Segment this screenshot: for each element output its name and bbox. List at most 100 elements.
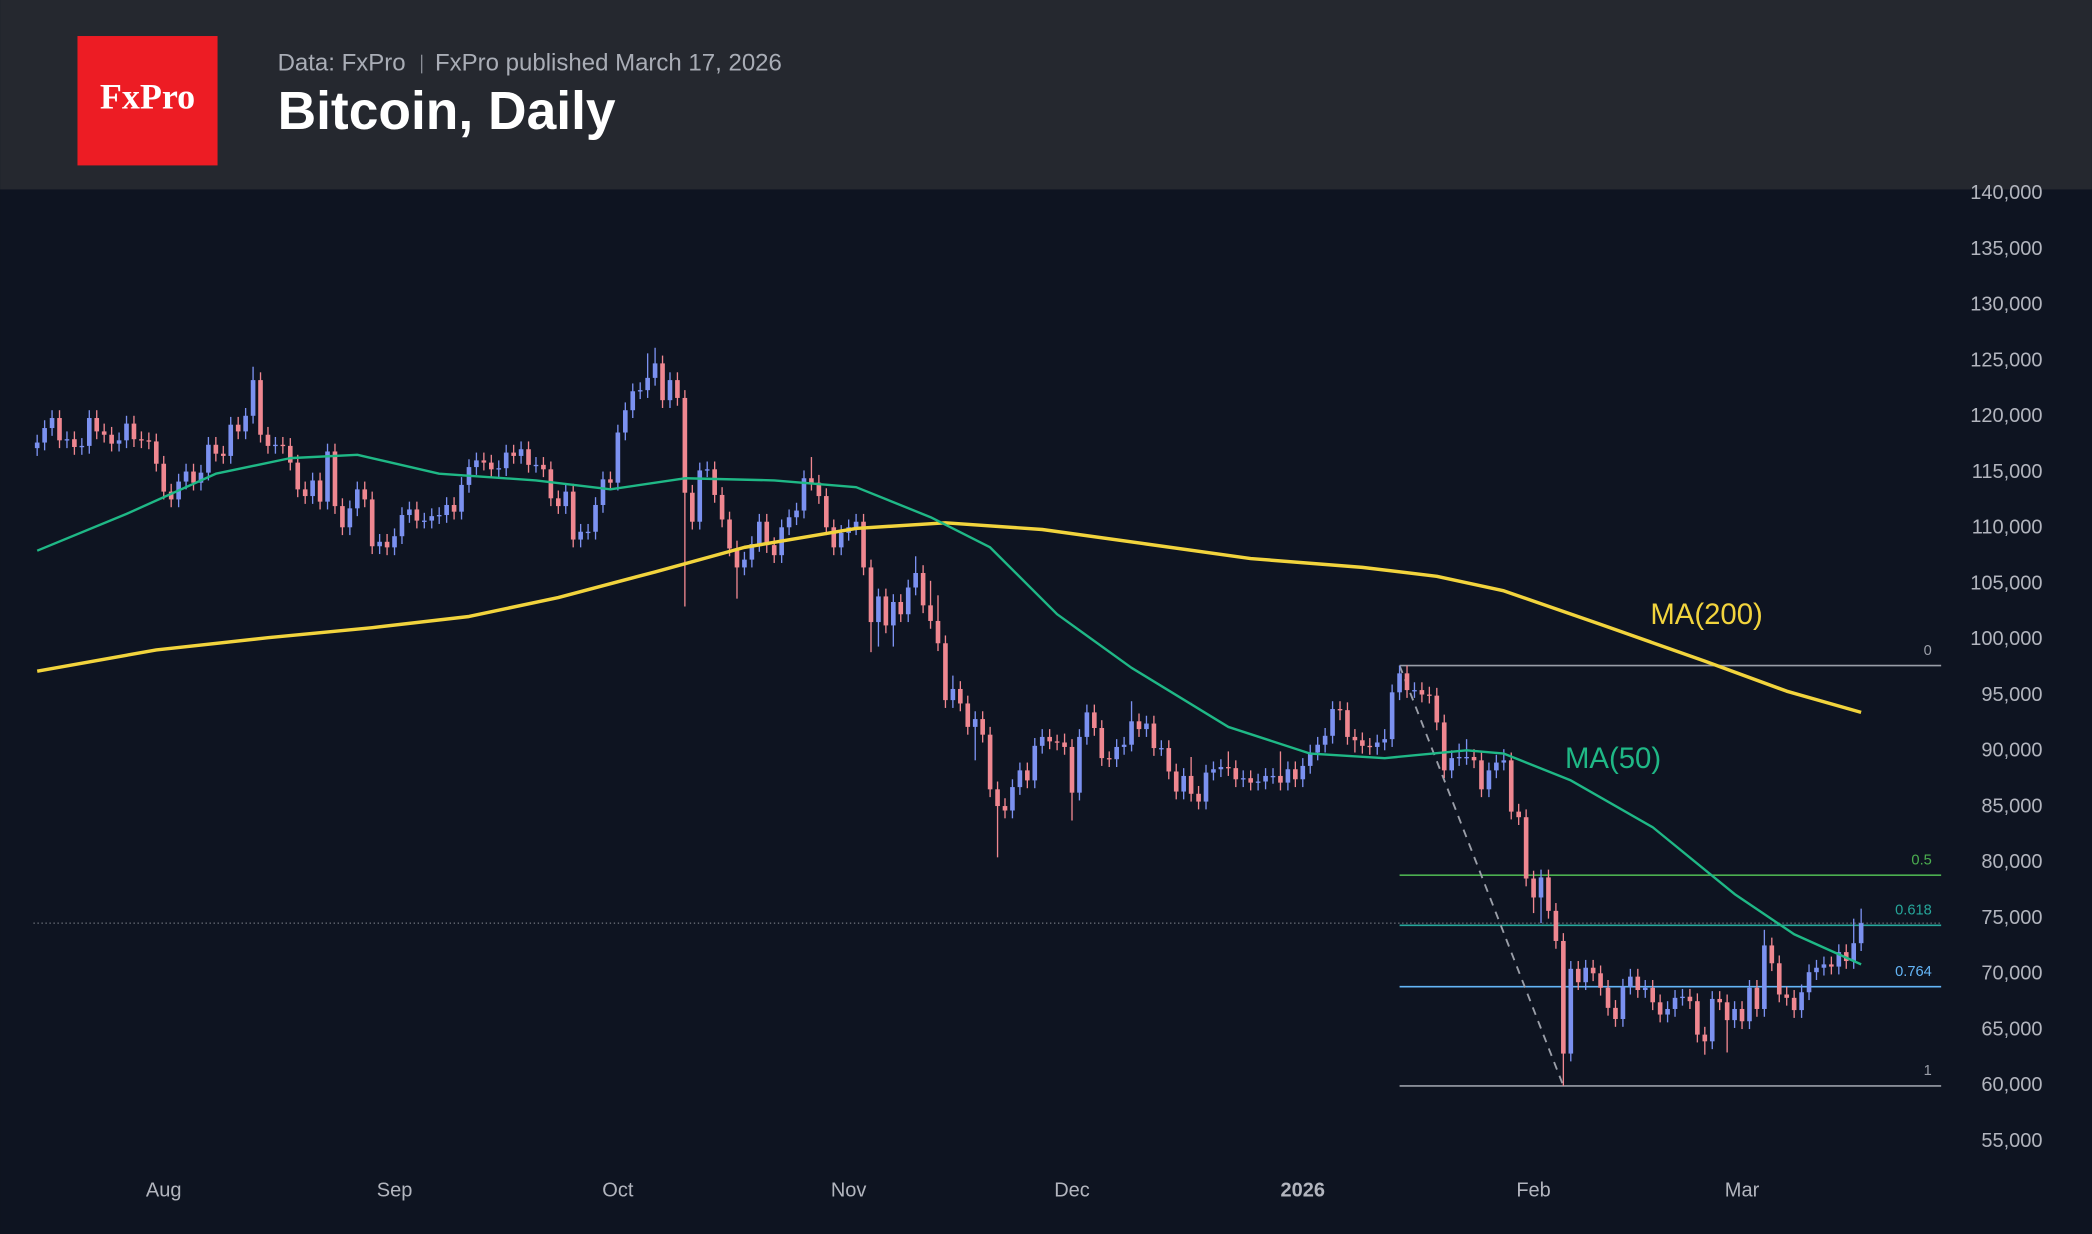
candle-body [1196,793,1201,802]
candle-body [1672,997,1678,1009]
candle-body [987,734,993,790]
candle-body [1583,967,1589,983]
candle-body [1181,775,1186,792]
y-tick-label: 130,000 [1970,294,2042,316]
candle-body [1226,767,1231,769]
candle-body [1427,694,1432,696]
candle-body [354,489,360,509]
candle-body [287,445,293,463]
candle-body [771,545,777,556]
candle-body [1754,987,1760,1009]
candle-body [1069,746,1075,793]
candle-body [146,440,152,442]
candle-body [972,719,978,727]
candle-body [1382,739,1387,743]
candle-body [436,515,442,517]
candle-body [831,527,837,548]
candle-body [1501,760,1507,763]
candle-body [213,444,219,454]
candle-body [1814,967,1819,973]
candle-body [667,380,673,401]
candle-body [630,391,636,411]
candle-body [1412,690,1417,692]
fib-label: 0.764 [1895,964,1932,980]
candle-body [511,452,516,456]
candle-body [384,541,390,548]
candle-body [34,442,40,449]
candle-body [1642,987,1648,991]
candle-body [1434,695,1440,723]
candle-body [518,449,524,456]
candle-body [816,482,822,497]
candle-body [429,516,435,521]
candle-body [675,380,680,398]
candle-body [153,441,159,464]
candle-body [198,472,204,483]
candle-body [623,410,628,433]
candle-body [1799,992,1804,1011]
candle-body [1233,768,1239,780]
candle-body [548,469,554,499]
candle-body [1374,742,1380,747]
candle-body [1203,772,1209,802]
candle-body [1456,756,1462,759]
candle-body [1114,746,1119,760]
candle-body [719,494,725,520]
candle-body [578,531,583,540]
candle-body [742,559,747,568]
x-tick-label: Dec [1054,1180,1090,1202]
candle-body [980,719,985,735]
candle-body [1367,745,1373,748]
fib-label: 0.618 [1895,903,1932,919]
candle-body [1092,712,1097,728]
logo [77,36,218,166]
y-tick-label: 120,000 [1970,405,2042,427]
candle-body [1188,775,1194,794]
candle-body [876,596,881,623]
candle-body [220,453,226,456]
candle-body [526,449,531,465]
candle-body [1010,787,1015,811]
candle-body [1397,673,1402,693]
candle-body [1784,994,1790,998]
candle-body [280,444,286,447]
candle-body [1620,986,1626,1020]
candle-body [481,460,487,463]
candle-body [809,478,814,483]
candle-body [1077,736,1082,793]
candle-body [905,587,911,615]
x-tick-label: Sep [377,1180,413,1202]
candle-body [1687,996,1693,1002]
candle-body [49,418,55,429]
candle-body [637,390,643,392]
candle-body [1732,1008,1737,1021]
y-tick-label: 105,000 [1970,572,2042,594]
candle-body [757,521,762,545]
candle-body [764,521,770,546]
y-tick-label: 80,000 [1981,851,2042,873]
candle-body [1121,744,1127,747]
fib-label: 0.5 [1911,852,1931,868]
candle-body [1762,945,1767,1009]
candle-body [965,703,971,727]
candle-body [1665,1008,1670,1015]
candle-body [295,462,301,490]
candle-body [1166,748,1172,772]
candle-body [645,377,650,391]
candle-body [1441,722,1447,771]
candle-body [563,491,569,507]
candle-body [79,445,85,448]
candle-body [704,469,710,471]
candle-body [1345,710,1350,737]
candle-body [1523,817,1529,879]
candle-body [1776,963,1782,995]
x-tick-label: Oct [602,1180,634,1202]
y-tick-label: 135,000 [1970,238,2042,260]
candle-body [1695,1001,1700,1035]
fib-label: 0 [1924,643,1932,659]
candle-body [124,423,129,441]
candle-body [533,464,539,467]
candle-body [1032,745,1038,781]
candle-body [1657,1002,1663,1015]
candle-body [1575,968,1581,983]
